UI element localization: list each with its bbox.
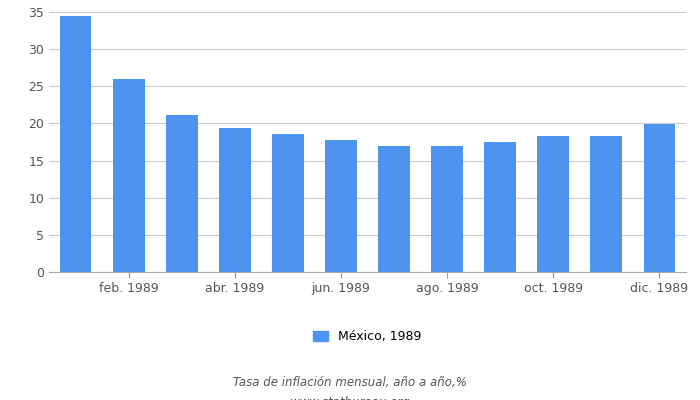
Bar xyxy=(538,136,569,272)
Bar xyxy=(113,79,144,272)
Bar xyxy=(484,142,516,272)
Bar xyxy=(325,140,357,272)
Bar xyxy=(166,115,197,272)
Bar xyxy=(431,146,463,272)
Text: www.statbureau.org: www.statbureau.org xyxy=(290,396,410,400)
Bar xyxy=(60,16,92,272)
Bar xyxy=(643,124,676,272)
Text: Tasa de inflación mensual, año a año,%: Tasa de inflación mensual, año a año,% xyxy=(233,376,467,389)
Bar xyxy=(378,146,410,272)
Bar xyxy=(590,136,622,272)
Bar xyxy=(219,128,251,272)
Legend: México, 1989: México, 1989 xyxy=(314,330,421,343)
Bar xyxy=(272,134,304,272)
